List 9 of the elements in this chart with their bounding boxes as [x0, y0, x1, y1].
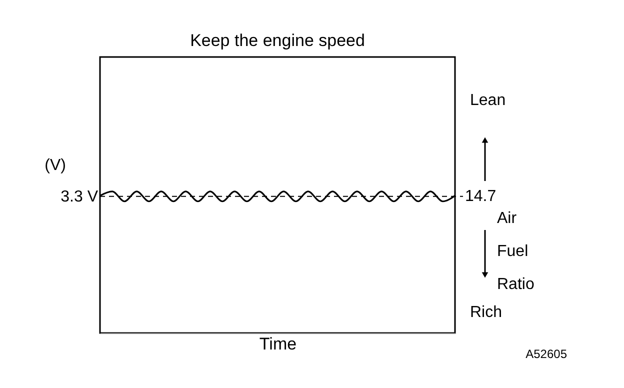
y2-axis-title: Air Fuel Ratio: [497, 210, 534, 293]
y-axis-title: (V): [44, 157, 66, 174]
text: Lean: [470, 92, 506, 109]
chart-title: Keep the engine speed: [190, 31, 365, 50]
ref-line-label: 3.3 V: [60, 188, 98, 206]
x-axis-title: Time: [259, 334, 297, 354]
text: A52605: [526, 347, 568, 361]
text: Rich: [470, 304, 502, 321]
text: 14.7: [465, 188, 496, 205]
